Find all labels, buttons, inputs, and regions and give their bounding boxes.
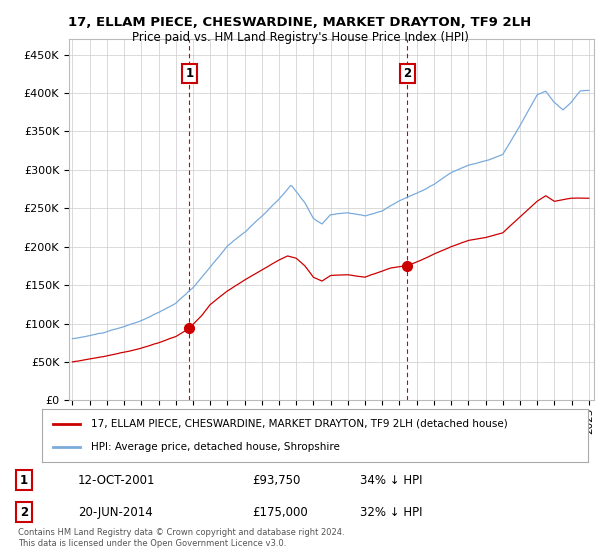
Text: HPI: Average price, detached house, Shropshire: HPI: Average price, detached house, Shro…: [91, 442, 340, 452]
Text: 1: 1: [20, 474, 28, 487]
Text: Contains HM Land Registry data © Crown copyright and database right 2024.
This d: Contains HM Land Registry data © Crown c…: [18, 528, 344, 548]
Text: Price paid vs. HM Land Registry's House Price Index (HPI): Price paid vs. HM Land Registry's House …: [131, 31, 469, 44]
Text: 17, ELLAM PIECE, CHESWARDINE, MARKET DRAYTON, TF9 2LH (detached house): 17, ELLAM PIECE, CHESWARDINE, MARKET DRA…: [91, 419, 508, 429]
Text: 2: 2: [403, 67, 412, 80]
Text: 20-JUN-2014: 20-JUN-2014: [78, 506, 153, 519]
Text: 2: 2: [20, 506, 28, 519]
Text: 1: 1: [185, 67, 193, 80]
Text: 12-OCT-2001: 12-OCT-2001: [78, 474, 155, 487]
Text: 34% ↓ HPI: 34% ↓ HPI: [360, 474, 422, 487]
Text: 17, ELLAM PIECE, CHESWARDINE, MARKET DRAYTON, TF9 2LH: 17, ELLAM PIECE, CHESWARDINE, MARKET DRA…: [68, 16, 532, 29]
Text: £175,000: £175,000: [252, 506, 308, 519]
Text: £93,750: £93,750: [252, 474, 301, 487]
Text: 32% ↓ HPI: 32% ↓ HPI: [360, 506, 422, 519]
